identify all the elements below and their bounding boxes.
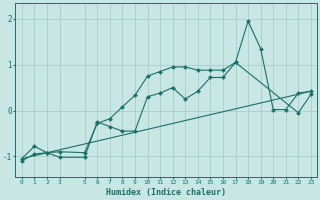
X-axis label: Humidex (Indice chaleur): Humidex (Indice chaleur) [106,188,226,197]
